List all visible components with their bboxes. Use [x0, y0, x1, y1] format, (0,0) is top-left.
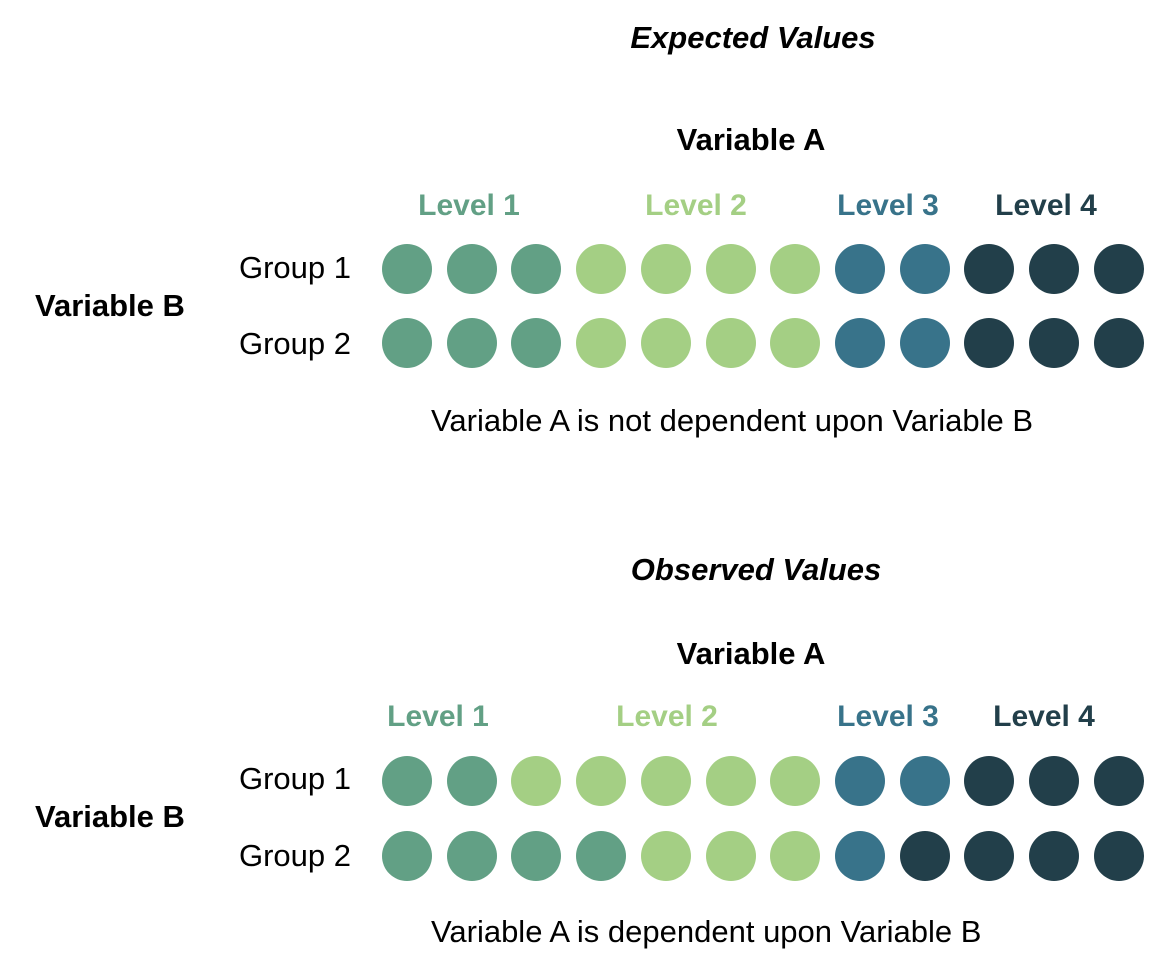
- level-1-label: Level 1: [387, 700, 489, 733]
- level-1-dot: [447, 756, 497, 806]
- level-3-dot: [835, 244, 885, 294]
- level-2-dot: [706, 831, 756, 881]
- level-1-dot: [447, 831, 497, 881]
- group-1-label: Group 1: [239, 250, 352, 285]
- level-3-label: Level 3: [837, 700, 939, 733]
- level-2-dot: [576, 756, 626, 806]
- level-2-dot: [576, 244, 626, 294]
- group-1-label: Group 1: [239, 761, 352, 796]
- level-1-dot: [382, 831, 432, 881]
- level-1-dot: [511, 244, 561, 294]
- panel-title: Expected Values: [630, 20, 876, 55]
- variable-b-label: Variable B: [35, 288, 185, 323]
- level-4-dot: [1029, 831, 1079, 881]
- level-4-dot: [964, 756, 1014, 806]
- level-2-dot: [770, 756, 820, 806]
- level-2-dot: [641, 244, 691, 294]
- level-2-label: Level 2: [645, 189, 747, 222]
- level-4-dot: [1094, 831, 1144, 881]
- level-4-label: Level 4: [995, 189, 1097, 222]
- level-2-dot: [770, 244, 820, 294]
- panel-title: Observed Values: [630, 552, 882, 587]
- level-2-dot: [770, 318, 820, 368]
- level-4-dot: [1029, 318, 1079, 368]
- level-2-dot: [706, 756, 756, 806]
- level-2-dot: [770, 831, 820, 881]
- level-4-label: Level 4: [993, 700, 1095, 733]
- level-1-dot: [447, 244, 497, 294]
- expected-values-panel: Expected Values Variable A Level 1 Level…: [35, 20, 1144, 438]
- level-3-dot: [900, 318, 950, 368]
- variable-b-label: Variable B: [35, 799, 185, 834]
- level-4-dot: [964, 831, 1014, 881]
- level-2-dot: [511, 756, 561, 806]
- level-4-dot: [1094, 756, 1144, 806]
- level-4-dot: [1094, 244, 1144, 294]
- level-1-label: Level 1: [418, 189, 520, 222]
- level-1-dot: [511, 318, 561, 368]
- level-3-dot: [900, 756, 950, 806]
- level-4-dot: [1029, 244, 1079, 294]
- level-4-dot: [1029, 756, 1079, 806]
- level-2-label: Level 2: [616, 700, 718, 733]
- observed-values-panel: Observed Values Variable A Level 1 Level…: [0, 512, 1174, 980]
- caption: Variable A is not dependent upon Variabl…: [431, 403, 1034, 438]
- level-4-dot: [964, 318, 1014, 368]
- level-3-dot: [835, 831, 885, 881]
- level-1-dot: [382, 756, 432, 806]
- level-4-dot: [1094, 318, 1144, 368]
- variable-a-label: Variable A: [676, 122, 826, 157]
- level-2-dot: [641, 756, 691, 806]
- level-2-dot: [641, 318, 691, 368]
- level-3-label: Level 3: [837, 189, 939, 222]
- group-2-label: Group 2: [239, 326, 352, 361]
- group-2-label: Group 2: [239, 838, 352, 873]
- level-4-dot: [900, 831, 950, 881]
- caption: Variable A is dependent upon Variable B: [431, 914, 982, 949]
- level-3-dot: [900, 244, 950, 294]
- level-2-dot: [641, 831, 691, 881]
- level-4-dot: [964, 244, 1014, 294]
- level-1-dot: [576, 831, 626, 881]
- level-2-dot: [706, 244, 756, 294]
- level-3-dot: [835, 318, 885, 368]
- level-2-dot: [576, 318, 626, 368]
- level-1-dot: [382, 318, 432, 368]
- level-1-dot: [511, 831, 561, 881]
- level-1-dot: [447, 318, 497, 368]
- level-2-dot: [706, 318, 756, 368]
- level-1-dot: [382, 244, 432, 294]
- variable-a-label: Variable A: [676, 636, 826, 671]
- level-3-dot: [835, 756, 885, 806]
